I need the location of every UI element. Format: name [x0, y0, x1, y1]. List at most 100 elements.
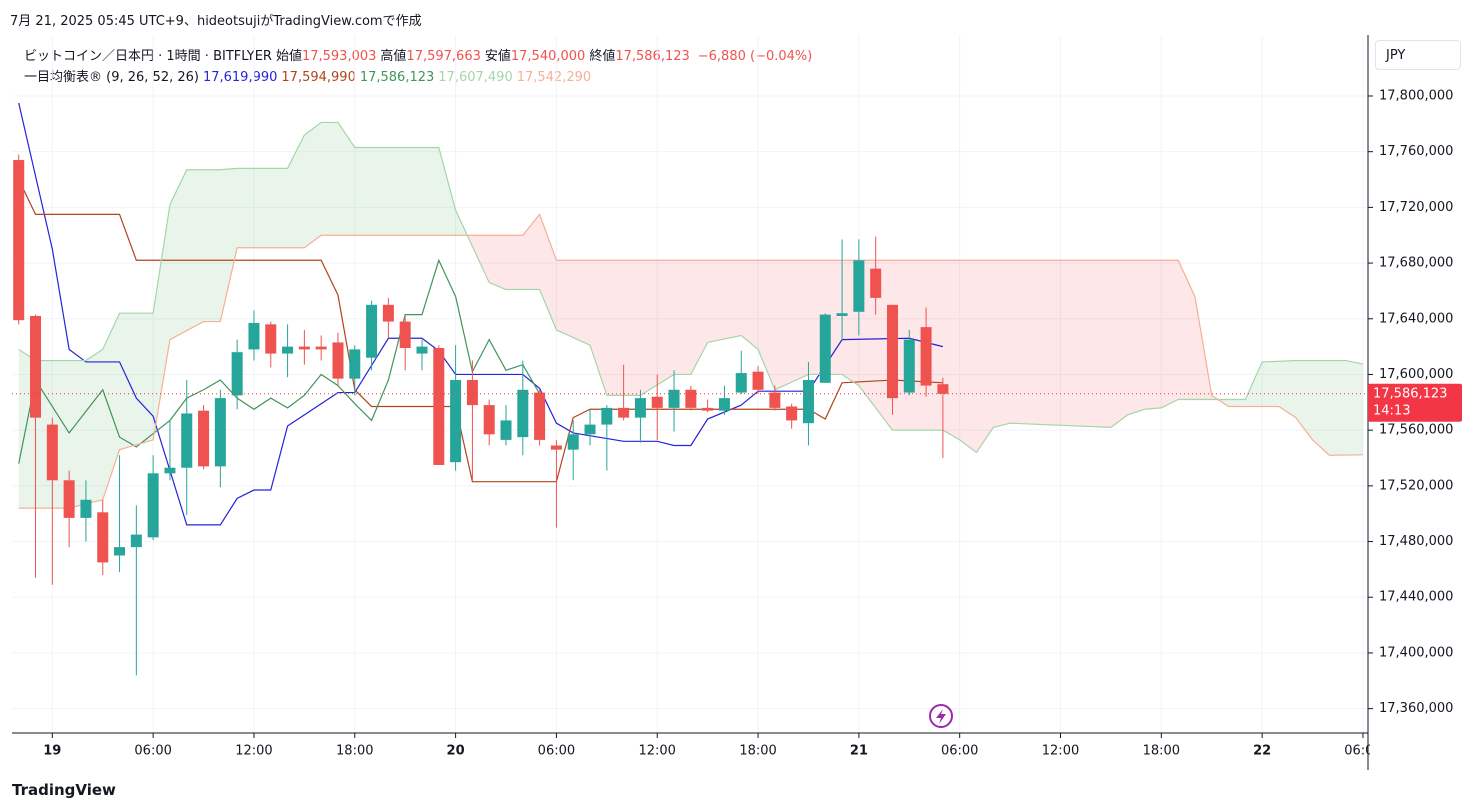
candle-body — [63, 480, 75, 518]
ohlc-value: 17,586,123 — [615, 49, 690, 64]
x-tick-label: 22 — [1253, 744, 1271, 759]
candle-body — [114, 547, 126, 556]
candle-body — [601, 407, 613, 425]
candle-body — [920, 327, 932, 386]
candle-body — [735, 373, 747, 393]
candle-body — [584, 424, 596, 435]
indicator-value: 17,542,290 — [516, 70, 592, 85]
candle-body — [819, 314, 831, 383]
indicator-values: 17,619,990 17,594,990 17,586,123 17,607,490… — [203, 70, 595, 85]
y-tick-label: 17,760,000 — [1379, 144, 1453, 159]
candle-body — [853, 260, 865, 312]
candle-body — [298, 346, 310, 350]
candle-body — [13, 160, 25, 321]
candle-body — [769, 392, 781, 408]
created-note: 7月 21, 2025 05:45 UTC+9、hideotsujiがTradi… — [10, 14, 422, 29]
ohlc-label: 高値 — [380, 49, 407, 64]
candle-body — [903, 339, 915, 393]
x-tick-label: 12:00 — [1042, 744, 1079, 759]
indicator-value: 17,607,490 — [438, 70, 513, 85]
y-tick-label: 17,360,000 — [1379, 701, 1453, 716]
candle-body — [433, 348, 445, 465]
last-price-label: 17,586,123 — [1373, 386, 1447, 401]
ohlc-label: 始値 — [275, 49, 302, 64]
y-tick-label: 17,800,000 — [1379, 88, 1453, 103]
candle-body — [685, 389, 697, 408]
candle-body — [886, 304, 898, 399]
candle-body — [618, 407, 630, 418]
symbol-title: ビットコイン／日本円 · 1時間 · BITFLYER — [24, 49, 272, 64]
ohlc-label: 安値 — [484, 49, 511, 64]
candle-body — [181, 413, 193, 468]
ichimoku-line — [18, 258, 541, 464]
y-tick-label: 17,480,000 — [1379, 534, 1453, 549]
plot — [12, 102, 1368, 676]
indicator-value: 17,619,990 — [202, 70, 278, 85]
candle-body — [265, 324, 277, 354]
candle-body — [332, 342, 344, 379]
candle-body — [46, 424, 58, 481]
y-tick-label: 17,600,000 — [1379, 367, 1453, 382]
ichimoku-line — [18, 179, 943, 483]
candle-body — [366, 304, 378, 358]
candle-body — [752, 371, 764, 390]
candle-body — [282, 346, 294, 354]
ohlc-label: 終値 — [589, 49, 616, 64]
x-tick-label: 06:00 — [538, 744, 575, 759]
x-tick-label: 06:00 — [1344, 744, 1381, 759]
candle-body — [651, 396, 663, 408]
x-tick-label: 18:00 — [739, 744, 776, 759]
candle-body — [147, 473, 159, 538]
x-tick-label: 06:00 — [941, 744, 978, 759]
x-tick-label: 19 — [43, 744, 61, 759]
candle-body — [550, 445, 562, 450]
candle-body — [198, 410, 210, 467]
currency-button[interactable]: JPY — [1375, 40, 1461, 70]
candle-body — [567, 434, 579, 450]
candle-body — [937, 384, 949, 394]
ohlc-value: 17,593,003 — [301, 49, 377, 64]
y-tick-label: 17,640,000 — [1379, 311, 1453, 326]
x-tick-label: 12:00 — [638, 744, 675, 759]
candle-body — [349, 349, 361, 379]
last-price-box — [1368, 383, 1462, 422]
cloud — [1218, 360, 1363, 456]
ohlc: 始値17,593,003 高値17,597,663 安値17,540,000 終値17… — [276, 49, 694, 64]
candle-body — [517, 389, 529, 438]
candle-body — [248, 322, 260, 350]
event-bolt — [936, 709, 946, 724]
y-tick-label: 17,560,000 — [1379, 423, 1453, 438]
y-tick-label: 17,680,000 — [1379, 256, 1453, 271]
candle-body — [164, 467, 176, 474]
candle-body — [802, 380, 814, 424]
y-tick-label: 17,520,000 — [1379, 478, 1453, 493]
y-tick-label: 17,720,000 — [1379, 200, 1453, 215]
x-tick-label: 20 — [447, 744, 465, 759]
candle-body — [315, 346, 327, 350]
y-tick-label: 17,400,000 — [1379, 645, 1453, 660]
indicator-row: 一目均衡表® (9, 26, 52, 26) 17,619,990 17,594,9… — [24, 66, 599, 85]
candle-body — [416, 346, 428, 354]
countdown-label: 14:13 — [1373, 403, 1410, 418]
candle-body — [836, 313, 848, 316]
candle-body — [466, 380, 478, 406]
cloud — [18, 122, 468, 509]
x-tick-label: 21 — [850, 744, 868, 759]
candle-body — [534, 392, 546, 440]
indicator-value: 17,586,123 — [359, 70, 435, 85]
candle-body — [399, 321, 411, 349]
candle-body — [30, 315, 42, 418]
candle-body — [450, 380, 462, 463]
candle-body — [718, 398, 730, 411]
ohlc-value: 17,597,663 — [406, 49, 481, 64]
candle-body — [702, 407, 714, 411]
candle-body — [231, 352, 243, 396]
candle-body — [130, 534, 142, 548]
candle-body — [786, 406, 798, 421]
x-tick-label: 18:00 — [336, 744, 373, 759]
x-tick-label: 06:00 — [134, 744, 171, 759]
footer-logo: TradingView — [12, 781, 116, 799]
candle-body — [80, 499, 92, 518]
